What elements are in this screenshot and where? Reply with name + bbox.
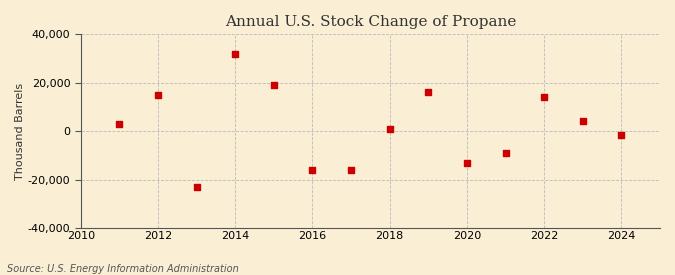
Point xyxy=(423,90,434,95)
Point xyxy=(539,95,549,100)
Point xyxy=(577,119,588,124)
Point xyxy=(153,93,163,97)
Y-axis label: Thousand Barrels: Thousand Barrels xyxy=(15,82,25,180)
Point xyxy=(384,126,395,131)
Point xyxy=(230,51,241,56)
Point xyxy=(269,83,279,87)
Point xyxy=(114,122,125,126)
Point xyxy=(346,168,356,172)
Point xyxy=(191,185,202,189)
Text: Source: U.S. Energy Information Administration: Source: U.S. Energy Information Administ… xyxy=(7,264,238,274)
Point xyxy=(307,168,318,172)
Point xyxy=(462,160,472,165)
Point xyxy=(616,133,627,137)
Title: Annual U.S. Stock Change of Propane: Annual U.S. Stock Change of Propane xyxy=(225,15,516,29)
Point xyxy=(500,151,511,155)
